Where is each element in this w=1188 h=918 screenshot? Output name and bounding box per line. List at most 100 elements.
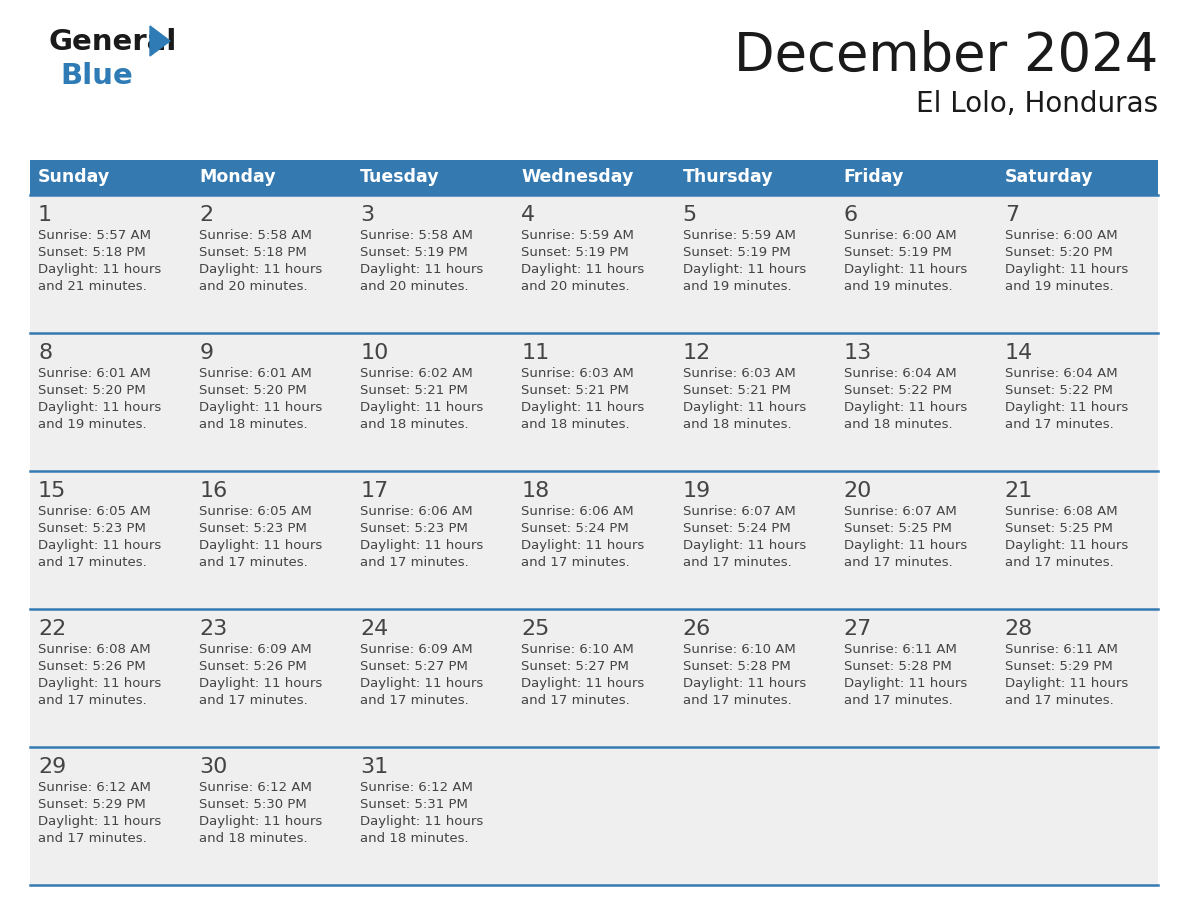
Text: Daylight: 11 hours: Daylight: 11 hours (522, 263, 645, 276)
Bar (513, 160, 675, 195)
Text: 3: 3 (360, 205, 374, 225)
Text: Sunday: Sunday (38, 169, 110, 186)
Text: Daylight: 11 hours: Daylight: 11 hours (38, 263, 162, 276)
Text: and 18 minutes.: and 18 minutes. (360, 832, 469, 845)
Text: Daylight: 11 hours: Daylight: 11 hours (683, 677, 805, 690)
Text: and 17 minutes.: and 17 minutes. (522, 694, 630, 707)
Bar (353, 160, 513, 195)
Text: Sunset: 5:25 PM: Sunset: 5:25 PM (1005, 522, 1113, 535)
Text: General: General (48, 28, 176, 56)
Text: 2: 2 (200, 205, 214, 225)
Text: Sunset: 5:18 PM: Sunset: 5:18 PM (200, 246, 307, 259)
Text: 21: 21 (1005, 481, 1034, 501)
Text: 14: 14 (1005, 343, 1034, 363)
Bar (30, 609, 1158, 747)
Text: and 17 minutes.: and 17 minutes. (1005, 694, 1113, 707)
Text: Sunset: 5:26 PM: Sunset: 5:26 PM (38, 660, 146, 673)
Text: 23: 23 (200, 619, 227, 639)
Text: and 19 minutes.: and 19 minutes. (683, 280, 791, 293)
Text: and 18 minutes.: and 18 minutes. (360, 418, 469, 431)
Text: Daylight: 11 hours: Daylight: 11 hours (1005, 263, 1129, 276)
Text: Sunset: 5:19 PM: Sunset: 5:19 PM (360, 246, 468, 259)
Text: and 20 minutes.: and 20 minutes. (522, 280, 630, 293)
Text: Daylight: 11 hours: Daylight: 11 hours (200, 263, 322, 276)
Text: Daylight: 11 hours: Daylight: 11 hours (200, 677, 322, 690)
Text: Sunrise: 6:04 AM: Sunrise: 6:04 AM (1005, 367, 1118, 380)
Text: Sunrise: 5:59 AM: Sunrise: 5:59 AM (522, 229, 634, 242)
Text: Sunrise: 6:04 AM: Sunrise: 6:04 AM (843, 367, 956, 380)
Text: 5: 5 (683, 205, 697, 225)
Text: Sunrise: 6:09 AM: Sunrise: 6:09 AM (360, 643, 473, 656)
Text: and 17 minutes.: and 17 minutes. (683, 694, 791, 707)
Text: and 17 minutes.: and 17 minutes. (200, 694, 308, 707)
Text: Sunset: 5:23 PM: Sunset: 5:23 PM (200, 522, 307, 535)
Text: Sunrise: 6:00 AM: Sunrise: 6:00 AM (843, 229, 956, 242)
Bar (997, 160, 1158, 195)
Text: and 17 minutes.: and 17 minutes. (522, 556, 630, 569)
Text: Daylight: 11 hours: Daylight: 11 hours (38, 401, 162, 414)
Text: Daylight: 11 hours: Daylight: 11 hours (1005, 677, 1129, 690)
Text: Daylight: 11 hours: Daylight: 11 hours (1005, 401, 1129, 414)
Text: Sunrise: 6:01 AM: Sunrise: 6:01 AM (200, 367, 312, 380)
Text: Sunset: 5:19 PM: Sunset: 5:19 PM (522, 246, 630, 259)
Text: Monday: Monday (200, 169, 276, 186)
Text: Sunrise: 6:11 AM: Sunrise: 6:11 AM (1005, 643, 1118, 656)
Text: Daylight: 11 hours: Daylight: 11 hours (843, 401, 967, 414)
Text: Friday: Friday (843, 169, 904, 186)
Bar (30, 333, 1158, 471)
Text: Sunset: 5:23 PM: Sunset: 5:23 PM (360, 522, 468, 535)
Text: Daylight: 11 hours: Daylight: 11 hours (360, 263, 484, 276)
Text: Sunrise: 5:58 AM: Sunrise: 5:58 AM (200, 229, 312, 242)
Polygon shape (150, 26, 170, 56)
Text: Sunset: 5:18 PM: Sunset: 5:18 PM (38, 246, 146, 259)
Text: and 17 minutes.: and 17 minutes. (38, 556, 147, 569)
Text: Daylight: 11 hours: Daylight: 11 hours (843, 539, 967, 552)
Text: and 17 minutes.: and 17 minutes. (843, 556, 953, 569)
Text: Sunrise: 6:12 AM: Sunrise: 6:12 AM (38, 781, 151, 794)
Text: Sunrise: 6:07 AM: Sunrise: 6:07 AM (683, 505, 795, 518)
Text: Sunrise: 6:01 AM: Sunrise: 6:01 AM (38, 367, 151, 380)
Bar (191, 160, 353, 195)
Text: Daylight: 11 hours: Daylight: 11 hours (360, 815, 484, 828)
Text: Sunrise: 6:12 AM: Sunrise: 6:12 AM (200, 781, 312, 794)
Text: Sunset: 5:25 PM: Sunset: 5:25 PM (843, 522, 952, 535)
Text: and 18 minutes.: and 18 minutes. (843, 418, 953, 431)
Text: Sunrise: 6:08 AM: Sunrise: 6:08 AM (1005, 505, 1118, 518)
Text: Daylight: 11 hours: Daylight: 11 hours (360, 401, 484, 414)
Text: Sunset: 5:20 PM: Sunset: 5:20 PM (200, 384, 307, 397)
Text: December 2024: December 2024 (734, 30, 1158, 82)
Text: and 19 minutes.: and 19 minutes. (843, 280, 953, 293)
Text: Sunrise: 6:03 AM: Sunrise: 6:03 AM (683, 367, 795, 380)
Text: 11: 11 (522, 343, 550, 363)
Text: and 17 minutes.: and 17 minutes. (1005, 418, 1113, 431)
Text: and 17 minutes.: and 17 minutes. (360, 694, 469, 707)
Text: and 18 minutes.: and 18 minutes. (522, 418, 630, 431)
Text: Sunset: 5:28 PM: Sunset: 5:28 PM (843, 660, 952, 673)
Text: Sunset: 5:24 PM: Sunset: 5:24 PM (683, 522, 790, 535)
Text: Sunrise: 6:03 AM: Sunrise: 6:03 AM (522, 367, 634, 380)
Text: and 17 minutes.: and 17 minutes. (200, 556, 308, 569)
Text: Sunset: 5:21 PM: Sunset: 5:21 PM (522, 384, 630, 397)
Text: and 17 minutes.: and 17 minutes. (1005, 556, 1113, 569)
Text: and 20 minutes.: and 20 minutes. (200, 280, 308, 293)
Text: Sunset: 5:26 PM: Sunset: 5:26 PM (200, 660, 307, 673)
Text: and 21 minutes.: and 21 minutes. (38, 280, 147, 293)
Text: 18: 18 (522, 481, 550, 501)
Text: Daylight: 11 hours: Daylight: 11 hours (522, 677, 645, 690)
Text: 8: 8 (38, 343, 52, 363)
Text: Sunset: 5:22 PM: Sunset: 5:22 PM (1005, 384, 1113, 397)
Text: Sunrise: 5:58 AM: Sunrise: 5:58 AM (360, 229, 473, 242)
Text: 16: 16 (200, 481, 227, 501)
Text: Sunrise: 6:06 AM: Sunrise: 6:06 AM (360, 505, 473, 518)
Text: Daylight: 11 hours: Daylight: 11 hours (522, 401, 645, 414)
Text: 9: 9 (200, 343, 214, 363)
Bar (30, 160, 191, 195)
Text: 15: 15 (38, 481, 67, 501)
Text: Sunrise: 6:02 AM: Sunrise: 6:02 AM (360, 367, 473, 380)
Text: Daylight: 11 hours: Daylight: 11 hours (360, 677, 484, 690)
Text: Sunset: 5:21 PM: Sunset: 5:21 PM (360, 384, 468, 397)
Text: 6: 6 (843, 205, 858, 225)
Text: and 17 minutes.: and 17 minutes. (843, 694, 953, 707)
Text: 26: 26 (683, 619, 710, 639)
Text: Sunset: 5:29 PM: Sunset: 5:29 PM (38, 798, 146, 811)
